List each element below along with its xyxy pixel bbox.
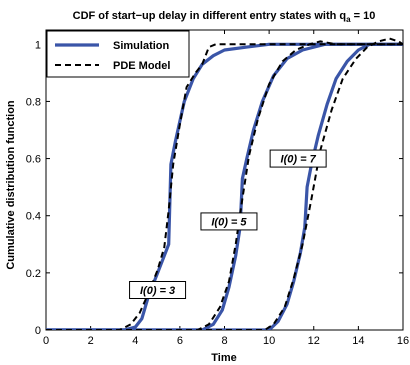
- y-tick-label: 0.6: [26, 154, 41, 166]
- x-tick-label: 16: [397, 335, 409, 347]
- annotation-box-3: [269, 149, 327, 168]
- annotation-box-2: [200, 212, 258, 231]
- x-tick-label: 14: [352, 335, 364, 347]
- x-tick-label: 4: [132, 335, 138, 347]
- y-tick-label: 1: [35, 39, 41, 51]
- legend-label-pde-model: PDE Model: [113, 60, 170, 72]
- y-tick-label: 0.4: [26, 211, 41, 223]
- chart-title-main: CDF of start−up delay in different entry…: [73, 10, 347, 22]
- chart-title-subscript: a: [346, 15, 351, 24]
- plot-area: 0 2 4 6 8 10 12 14 16 0 0.2 0.4 0.6 0.8 1 I(0) = 3 I(0) …: [26, 29, 409, 347]
- x-tick-label: 2: [88, 335, 94, 347]
- y-axis-label: Cumulative distribution function: [5, 100, 17, 270]
- y-tick-label: 0: [35, 325, 41, 337]
- chart-title-suffix: = 10: [351, 10, 376, 22]
- annotation-label-2: I(0) = 5: [211, 216, 247, 228]
- simulation-line-2: [46, 42, 403, 330]
- annotation-label-1: I(0) = 3: [140, 285, 175, 297]
- annotation-box-1: [129, 281, 187, 299]
- x-tick-label: 8: [221, 335, 227, 347]
- y-tick-label: 0.2: [26, 268, 41, 280]
- pde-model-line-3: [46, 37, 403, 330]
- x-axis-label: Time: [211, 352, 236, 364]
- legend-label-simulation: Simulation: [113, 40, 170, 52]
- x-tick-label: 12: [308, 335, 320, 347]
- x-tick-label: 0: [43, 335, 49, 347]
- chart-title: CDF of start−up delay in different entry…: [73, 10, 376, 24]
- annotation-label-3: I(0) = 7: [281, 154, 317, 166]
- pde-model-line-2: [46, 40, 403, 330]
- y-tick-label: 0.8: [26, 96, 41, 108]
- simulation-line-1: [46, 42, 403, 330]
- pde-model-line-1: [46, 43, 403, 330]
- legend-box: [46, 30, 190, 78]
- x-tick-label: 6: [177, 335, 183, 347]
- x-tick-label: 10: [263, 335, 275, 347]
- simulation-line-3: [46, 42, 403, 330]
